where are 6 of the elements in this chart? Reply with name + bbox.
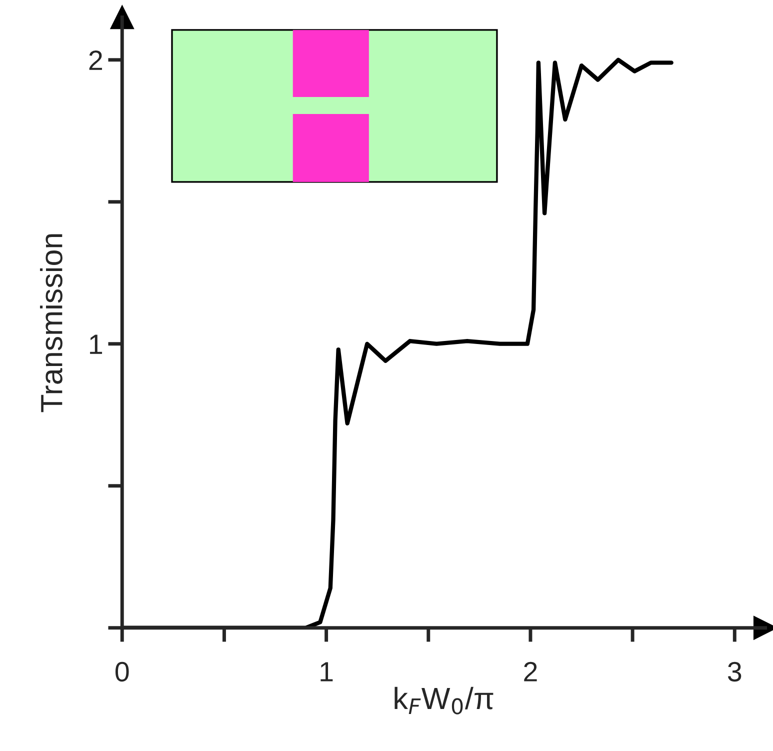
x-tick-label: 3	[728, 662, 742, 682]
x-tick-label: 1	[320, 662, 333, 682]
x-tick-label: 2	[524, 662, 537, 682]
x-tick-label: 0	[115, 662, 129, 682]
y-axis-title: Transmission	[40, 234, 62, 412]
x-axis-title: k$_{F}$W$_{0}$/π	[394, 686, 494, 714]
